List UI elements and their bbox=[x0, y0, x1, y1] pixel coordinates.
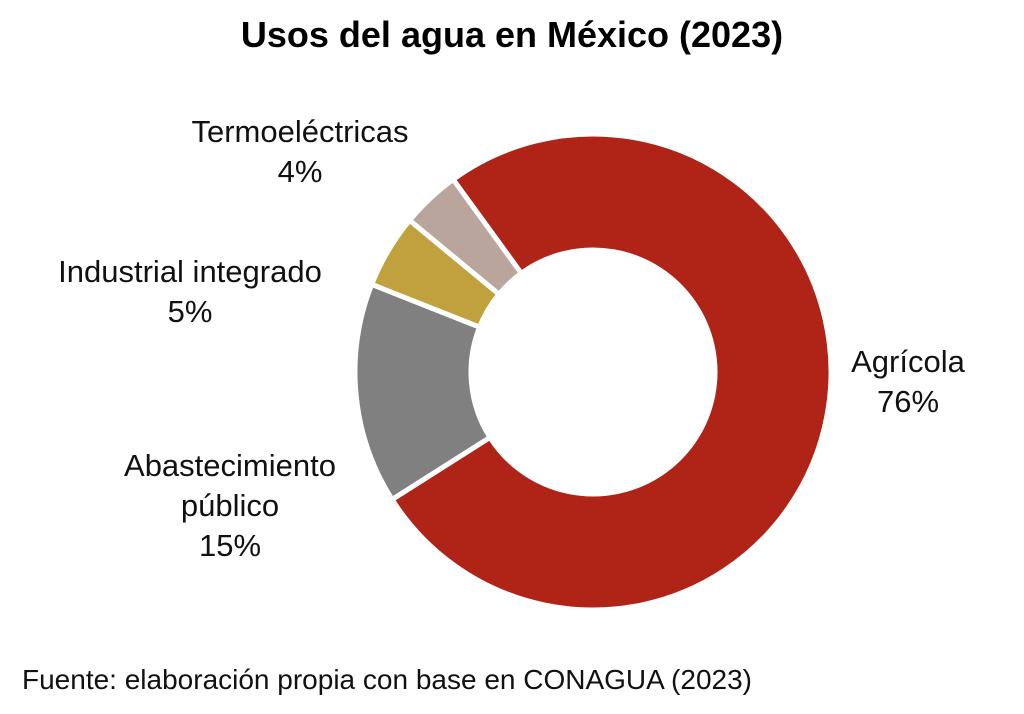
label-termoelectricas: Termoeléctricas 4% bbox=[160, 112, 440, 192]
label-abastecimiento-name-line2: público bbox=[180, 488, 280, 523]
label-abastecimiento: Abastecimiento público 15% bbox=[90, 446, 370, 566]
label-agricola-value: 76% bbox=[876, 384, 940, 419]
label-termoelectricas-value: 4% bbox=[277, 154, 323, 189]
label-agricola: Agrícola 76% bbox=[828, 342, 988, 422]
label-agricola-name: Agrícola bbox=[851, 344, 965, 379]
chart-title: Usos del agua en México (2023) bbox=[240, 14, 784, 55]
label-abastecimiento-name-line1: Abastecimiento bbox=[124, 448, 336, 483]
label-abastecimiento-value: 15% bbox=[198, 528, 262, 563]
slice-termoelectricas bbox=[406, 175, 525, 298]
slice-abastecimiento-publico bbox=[352, 281, 494, 503]
label-industrial-name: Industrial integrado bbox=[58, 254, 322, 289]
source-note: Fuente: elaboración propia con base en C… bbox=[22, 664, 752, 695]
slice-agricola bbox=[388, 131, 834, 613]
label-industrial-value: 5% bbox=[167, 294, 213, 329]
label-industrial: Industrial integrado 5% bbox=[20, 252, 360, 332]
label-termoelectricas-name: Termoeléctricas bbox=[191, 114, 409, 149]
